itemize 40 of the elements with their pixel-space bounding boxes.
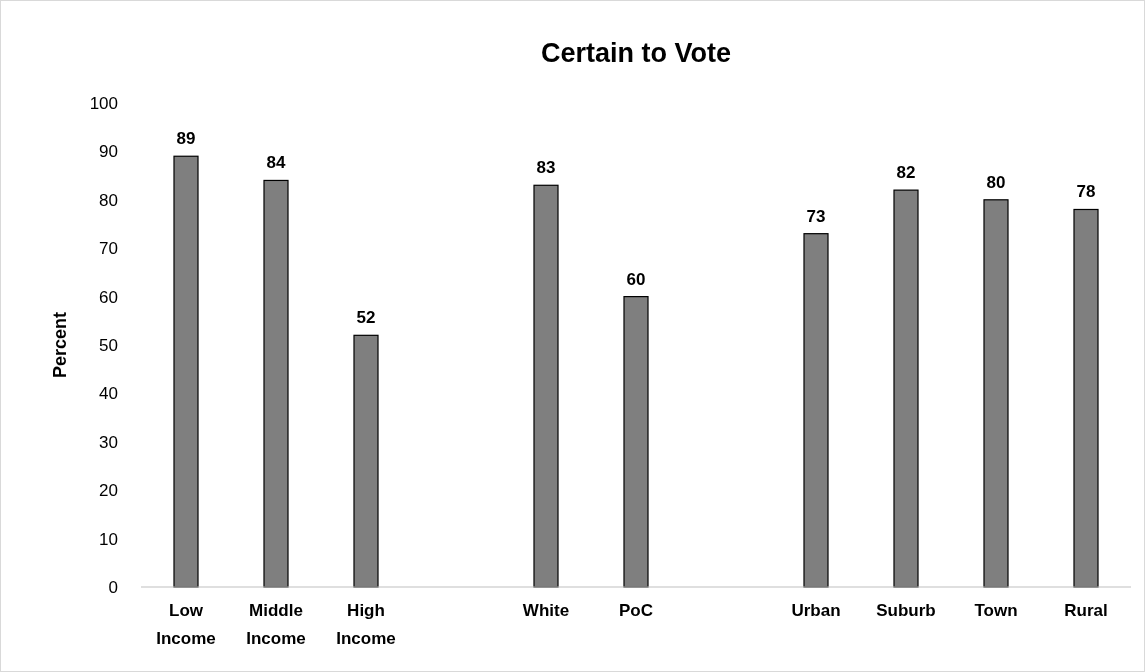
- data-label: 60: [626, 269, 646, 289]
- bar: [533, 184, 559, 588]
- y-tick-label: 100: [89, 93, 118, 113]
- y-axis-title: Percent: [50, 311, 70, 379]
- y-tick-label: 40: [99, 384, 118, 404]
- x-tick-label: Middle Income: [246, 601, 306, 648]
- y-tick-label: 80: [99, 190, 118, 210]
- data-label: 80: [986, 172, 1006, 192]
- data-label: 73: [806, 206, 826, 226]
- chart-title: Certain to Vote: [540, 38, 732, 68]
- x-tick-label: PoC: [619, 601, 653, 620]
- x-tick-label: Urban: [791, 601, 841, 620]
- y-tick-label: 90: [99, 142, 118, 162]
- bar: [893, 189, 919, 588]
- x-tick-label: Rural: [1064, 601, 1108, 620]
- y-tick-label: 10: [99, 529, 118, 549]
- data-label: 89: [176, 129, 196, 149]
- x-tick-label: White: [522, 601, 570, 620]
- bar: [983, 199, 1009, 588]
- data-label: 78: [1076, 182, 1096, 202]
- bar: [353, 334, 379, 588]
- x-tick-label: Town: [974, 601, 1018, 620]
- data-label: 83: [536, 158, 556, 178]
- data-label: 82: [896, 163, 916, 183]
- y-tick-label: 0: [108, 577, 118, 597]
- y-tick-label: 70: [99, 239, 118, 259]
- y-tick-label: 30: [99, 432, 118, 452]
- bar: [263, 179, 289, 588]
- y-tick-label: 60: [99, 287, 118, 307]
- x-tick-label: High Income: [336, 601, 396, 648]
- data-label: 84: [266, 153, 286, 173]
- x-tick-label: Low Income: [156, 601, 216, 648]
- y-tick-label: 20: [99, 481, 118, 501]
- bar: [623, 296, 649, 588]
- bar: [803, 233, 829, 588]
- y-tick-label: 50: [99, 335, 118, 355]
- bar: [1073, 208, 1099, 588]
- x-tick-label: Suburb: [876, 601, 936, 620]
- data-label: 52: [356, 308, 376, 328]
- bar: [173, 155, 199, 588]
